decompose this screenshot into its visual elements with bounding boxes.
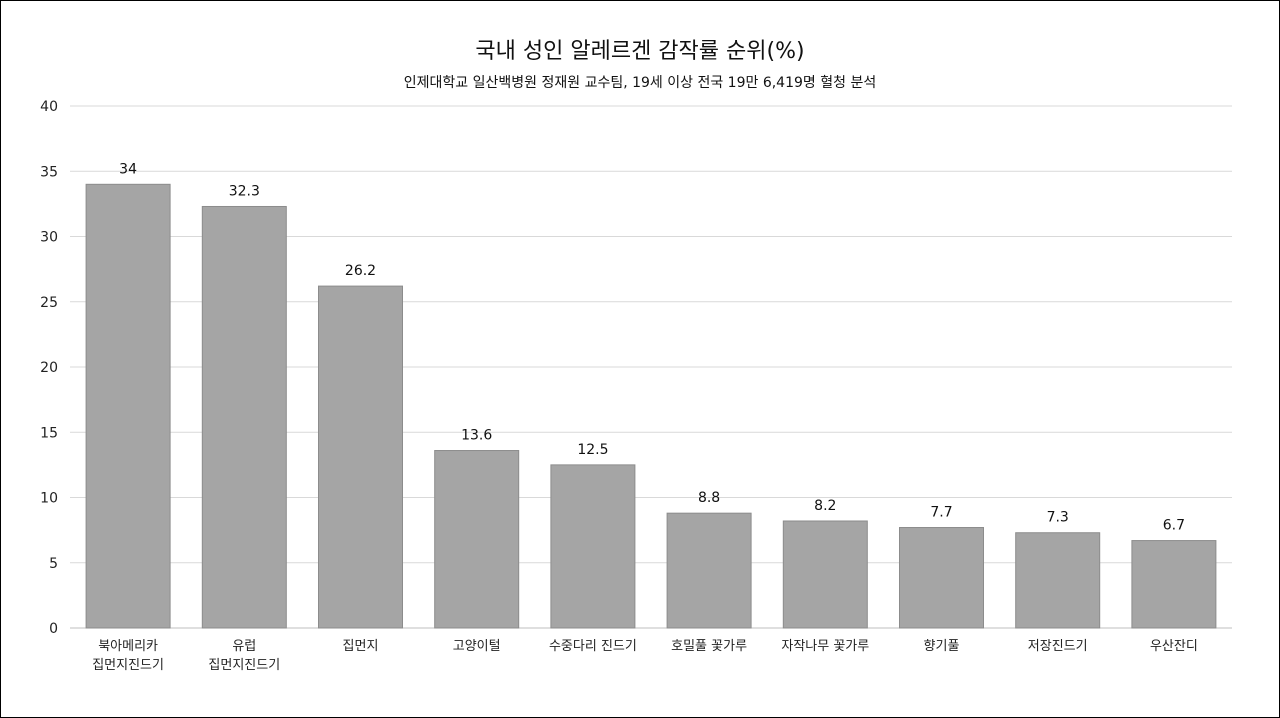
bar xyxy=(550,464,636,629)
data-label: 7.7 xyxy=(930,505,952,521)
y-tick-label: 40 xyxy=(40,99,58,115)
x-tick-label: 수중다리 진드기 xyxy=(549,639,637,654)
data-label: 26.2 xyxy=(345,263,376,279)
chart-title: 국내 성인 알레르겐 감작률 순위(%) xyxy=(475,39,805,64)
data-label: 34 xyxy=(119,161,137,177)
data-label: 7.3 xyxy=(1047,510,1069,526)
bar xyxy=(85,183,171,629)
y-tick-label: 10 xyxy=(40,491,58,507)
x-tick-label: 자작나무 꽃가루 xyxy=(781,639,869,654)
y-tick-label: 25 xyxy=(40,295,58,311)
bar xyxy=(434,450,520,629)
y-tick-label: 35 xyxy=(40,164,58,180)
x-tick-label: 고양이털 xyxy=(453,639,501,654)
y-tick-label: 20 xyxy=(40,360,58,376)
data-label: 8.2 xyxy=(814,498,836,514)
chart-subtitle: 인제대학교 일산백병원 정재원 교수팀, 19세 이상 전국 19만 6,419… xyxy=(403,75,877,91)
x-tick-label: 집먼지 xyxy=(343,639,379,654)
bar xyxy=(1131,540,1217,629)
data-label: 32.3 xyxy=(229,183,260,199)
data-label: 8.8 xyxy=(698,490,720,506)
bar xyxy=(318,285,403,629)
bar xyxy=(1015,532,1101,629)
y-tick-label: 30 xyxy=(40,230,58,246)
y-tick-label: 5 xyxy=(49,556,58,572)
x-tick-label: 집먼지진드기 xyxy=(92,658,164,673)
bar xyxy=(666,512,752,629)
x-tick-label: 향기풀 xyxy=(924,639,960,654)
bar xyxy=(782,520,868,629)
bar xyxy=(201,205,287,629)
y-tick-label: 15 xyxy=(40,425,58,441)
x-tick-label: 우산잔디 xyxy=(1150,639,1198,654)
x-tick-label: 집먼지진드기 xyxy=(208,658,280,673)
data-label: 13.6 xyxy=(461,428,492,444)
x-tick-label: 저장진드기 xyxy=(1028,639,1088,654)
x-tick-label: 호밀풀 꽃가루 xyxy=(671,639,747,654)
x-tick-label: 유럽 xyxy=(232,639,256,654)
data-label: 6.7 xyxy=(1163,518,1185,534)
x-tick-label: 북아메리카 xyxy=(98,639,158,654)
bar xyxy=(899,527,984,629)
y-tick-label: 0 xyxy=(49,621,58,637)
data-label: 12.5 xyxy=(577,442,608,458)
